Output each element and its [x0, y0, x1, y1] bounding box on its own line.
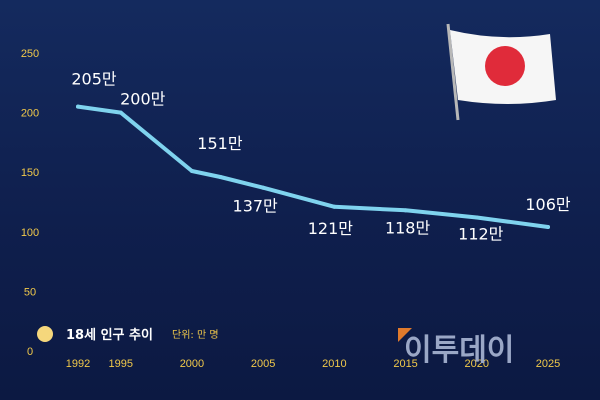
data-label: 121만 — [308, 219, 354, 238]
data-label: 205만 — [71, 70, 117, 89]
brand-name: 이투데이 — [404, 333, 514, 368]
x-tick-label: 2010 — [322, 358, 346, 370]
data-point — [76, 104, 80, 109]
data-point — [118, 110, 123, 115]
population-line — [76, 104, 550, 229]
brand-logo: 이투데이 — [398, 328, 514, 368]
y-tick-label: 200 — [21, 108, 39, 120]
flag-sun — [485, 46, 525, 86]
data-label: 106만 — [525, 195, 571, 214]
data-label: 151만 — [197, 134, 243, 153]
data-label: 137만 — [233, 197, 279, 216]
brand-accent-icon — [398, 328, 412, 342]
data-point — [546, 225, 550, 230]
x-tick-label: 2020 — [465, 358, 489, 370]
legend: 18세 인구 추이 단위: 만 명 — [37, 326, 219, 343]
data-point — [403, 208, 408, 213]
data-label: 200만 — [120, 90, 166, 109]
x-tick-label: 2015 — [393, 358, 417, 370]
data-point — [474, 215, 479, 220]
data-point — [189, 169, 194, 174]
y-tick-label: 0 — [27, 346, 33, 358]
y-tick-label: 150 — [21, 167, 39, 179]
japan-flag-icon — [446, 23, 556, 121]
y-tick-label: 50 — [24, 286, 36, 298]
y-tick-label: 100 — [21, 227, 39, 239]
x-tick-label: 2025 — [536, 358, 560, 370]
unit-label: 단위: 만 명 — [172, 328, 219, 341]
x-tick-label: 2000 — [180, 358, 204, 370]
flag-pole — [446, 23, 460, 121]
data-point — [218, 174, 223, 179]
data-point — [332, 204, 337, 209]
x-tick-label: 1995 — [108, 358, 132, 370]
y-tick-label: 250 — [21, 48, 39, 60]
x-tick-label: 2005 — [251, 358, 275, 370]
data-point — [261, 185, 266, 190]
data-label: 118만 — [385, 218, 431, 237]
legend-label: 18세 인구 추이 — [66, 327, 153, 343]
legend-dot-icon — [37, 326, 53, 342]
data-label: 112만 — [458, 224, 504, 243]
x-tick-label: 1992 — [66, 358, 90, 370]
